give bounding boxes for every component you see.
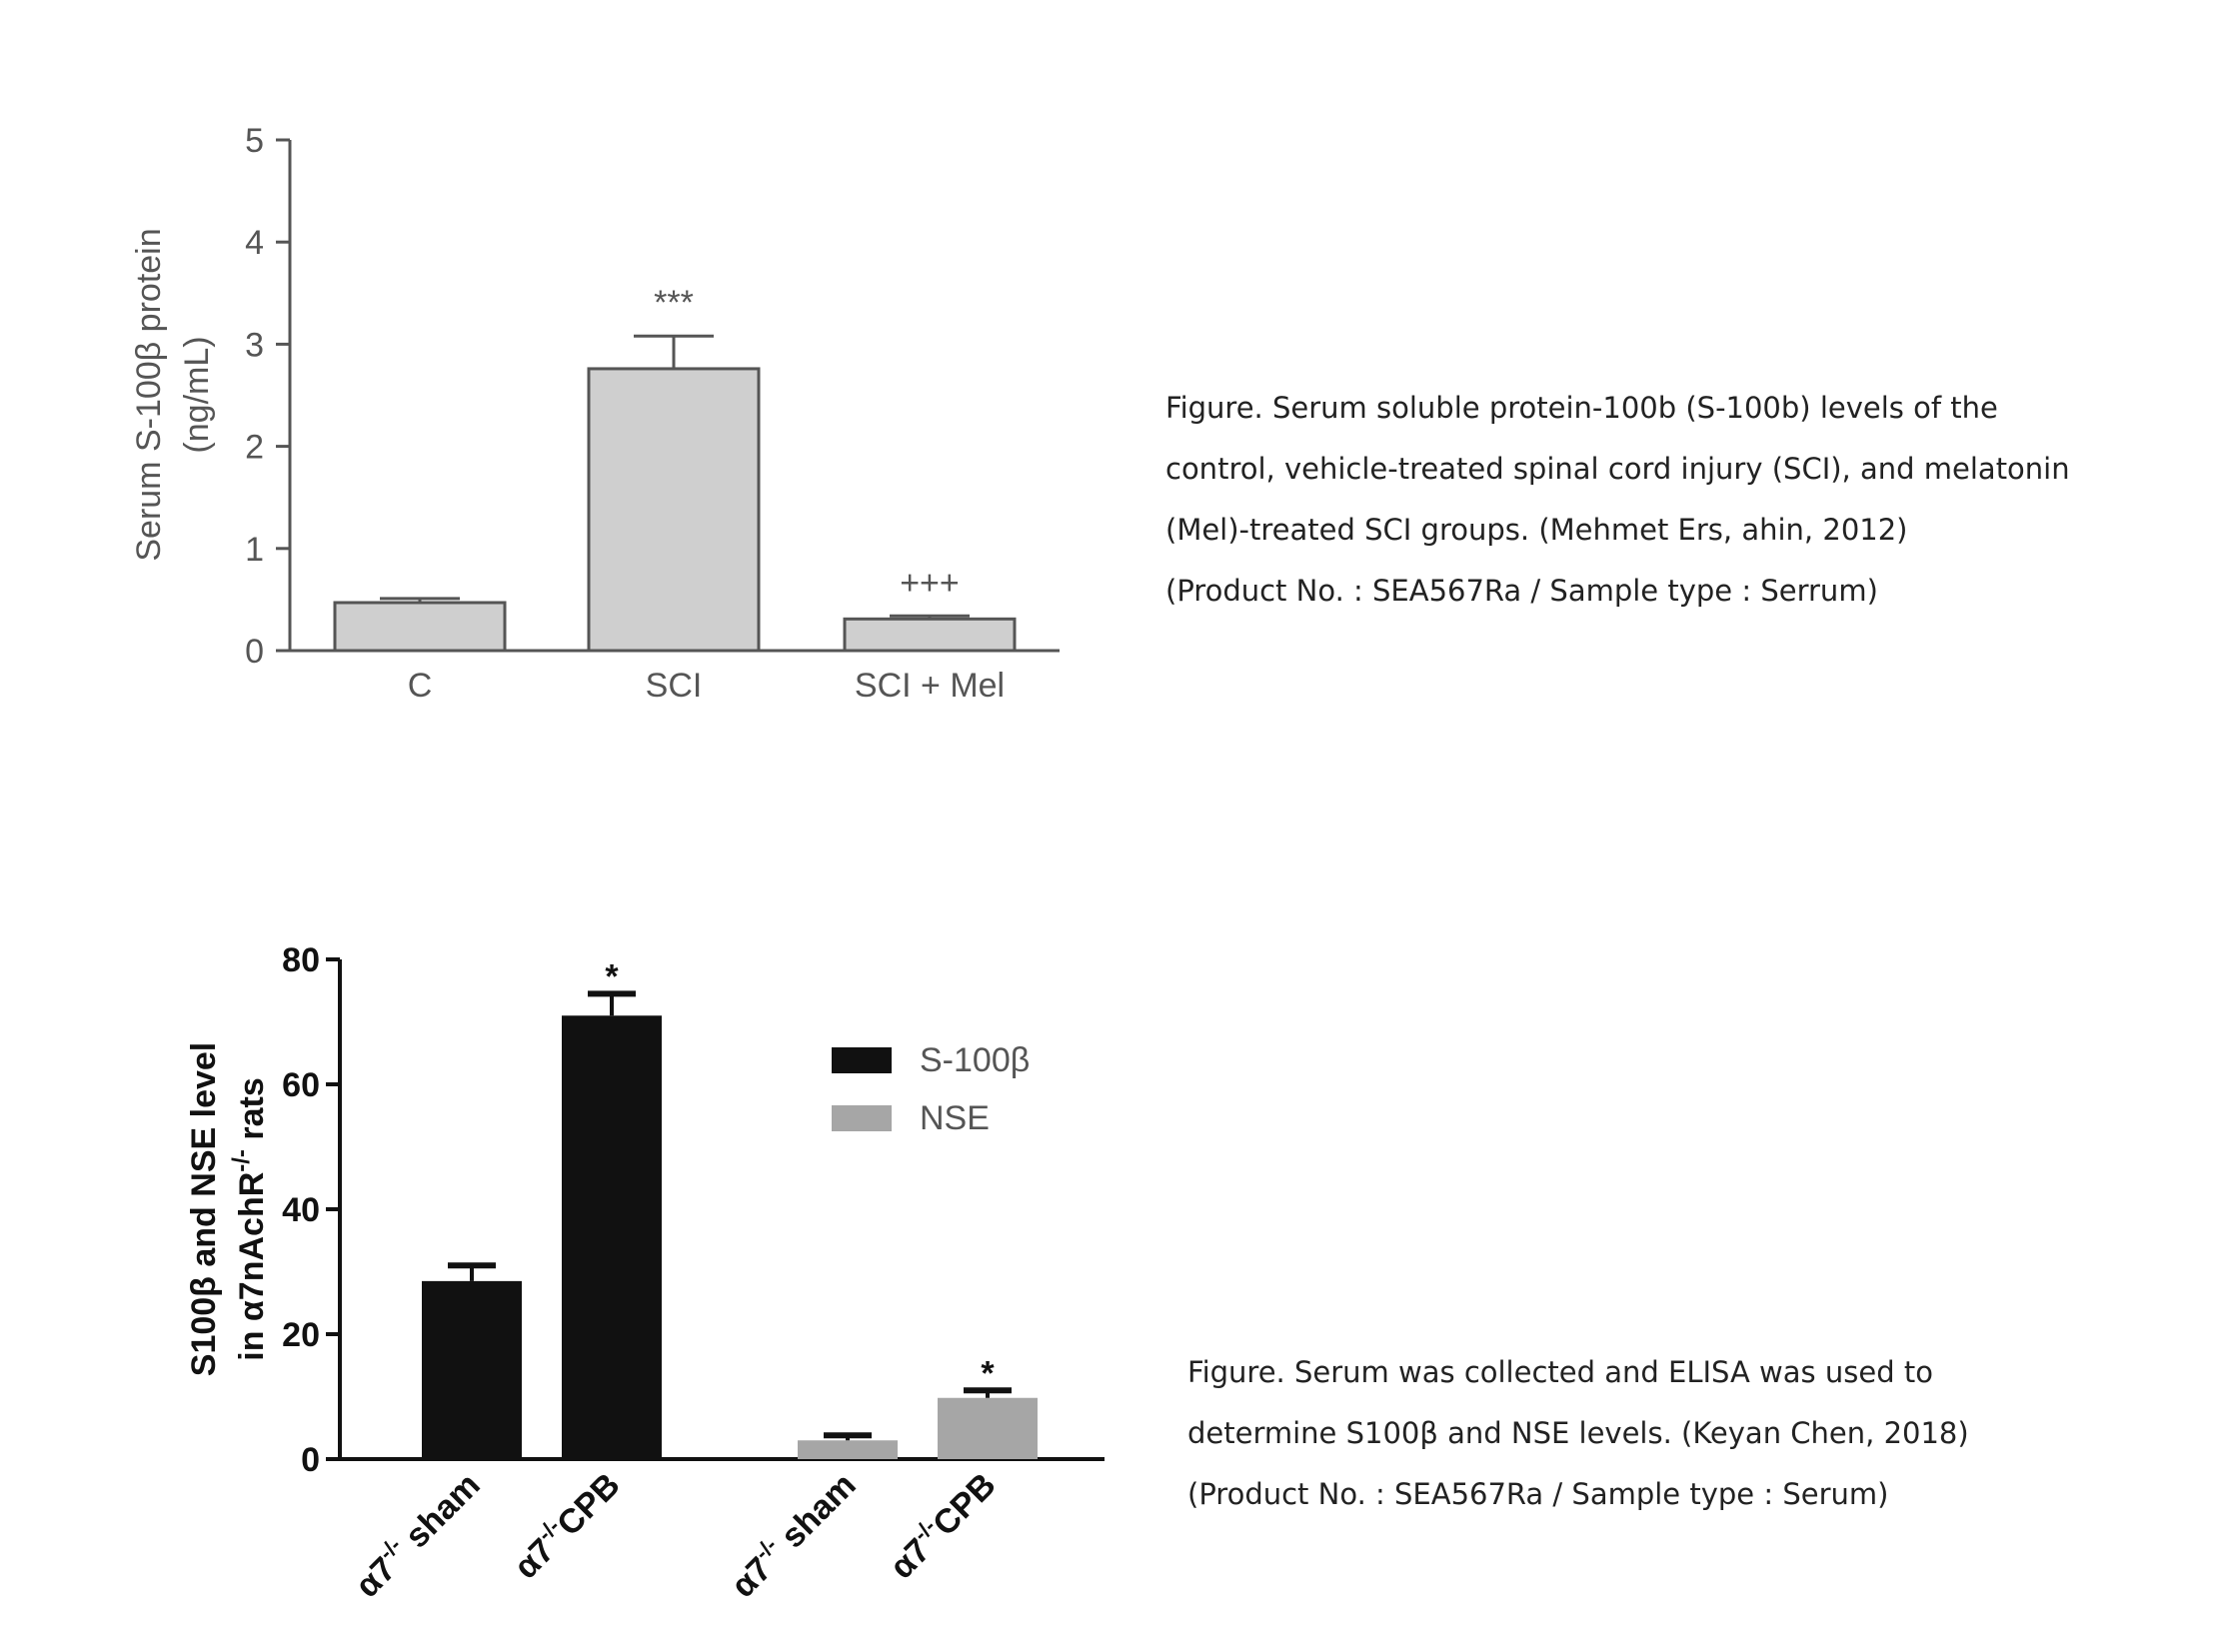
bar-1 — [422, 1280, 522, 1459]
y-tick-label: 1 — [245, 531, 264, 569]
y-axis-title-sup: -/- — [228, 1149, 255, 1172]
y-tick-label: 2 — [245, 429, 264, 467]
y-tick-label: 60 — [282, 1066, 320, 1104]
y-axis-title-line-2-end: rats — [233, 1077, 271, 1149]
significance-label: +++ — [900, 564, 960, 602]
chart-s100b-serum: 0 1 2 3 4 5 C *** SCI +++ SCI + Mel Serum S-100β pr… — [130, 122, 1060, 705]
caption-2-line-1: Figure. Serum was collected and ELISA wa… — [1187, 1355, 1933, 1389]
y-tick-label: 0 — [245, 633, 264, 671]
bar-3 — [798, 1440, 898, 1459]
y-axis-title-line-1: Serum S-100β protein — [130, 228, 168, 561]
x-tick-label: α7-/-CPB — [880, 1463, 1003, 1586]
caption-1-line-1: Figure. Serum soluble protein-100b (S-10… — [1165, 391, 1998, 425]
legend-swatch-1 — [832, 1047, 892, 1073]
legend-label-1: S-100β — [920, 1041, 1030, 1079]
legend-label-2: NSE — [920, 1099, 990, 1137]
significance-label: * — [605, 957, 619, 995]
chart2-legend: S-100β NSE — [832, 1041, 1030, 1137]
caption-1-line-3: (Mel)-treated SCI groups. (Mehmet Ers, a… — [1165, 513, 1908, 547]
chart1-labels: 0 1 2 3 4 5 C *** SCI +++ SCI + Mel Serum S-100β pr… — [130, 122, 1005, 705]
x-tick-label: C — [408, 667, 433, 705]
figure-caption-1: Figure. Serum soluble protein-100b (S-10… — [1165, 378, 2070, 622]
significance-label: *** — [654, 284, 694, 322]
y-axis-title: Serum S-100β protein (ng/mL) — [130, 228, 216, 561]
x-tick-label: α7-/- sham — [346, 1463, 488, 1605]
y-axis-title-line-2: in α7nAchR — [233, 1172, 271, 1361]
bar-2 — [587, 367, 761, 653]
y-tick-label: 3 — [245, 326, 264, 364]
significance-label: * — [981, 1354, 995, 1392]
y-axis-title-line-1: S100β and NSE level — [185, 1042, 223, 1376]
x-tick-label-rest: sham — [391, 1466, 487, 1562]
legend-swatch-2 — [832, 1105, 892, 1131]
y-axis-title: S100β and NSE level in α7nAchR-/- rats — [185, 1042, 271, 1376]
y-tick-label: 0 — [301, 1441, 320, 1479]
y-tick-label: 40 — [282, 1191, 320, 1229]
bar-3 — [843, 617, 1017, 653]
caption-1-line-4: (Product No. : SEA567Ra / Sample type : … — [1165, 574, 1878, 608]
chart2-bars — [422, 990, 1038, 1459]
x-tick-label: SCI + Mel — [855, 667, 1005, 705]
caption-1-line-2: control, vehicle-treated spinal cord inj… — [1165, 452, 2070, 486]
bar-4 — [938, 1397, 1038, 1459]
x-tick-label: SCI — [646, 667, 703, 705]
chart1-bars — [333, 334, 1017, 653]
figure-caption-2: Figure. Serum was collected and ELISA wa… — [1187, 1342, 1969, 1525]
y-tick-label: 20 — [282, 1316, 320, 1354]
bar-2 — [562, 1015, 662, 1459]
x-tick-label-rest: sham — [767, 1466, 863, 1562]
x-tick-label: α7-/- sham — [722, 1463, 864, 1605]
y-axis-title-line-2: (ng/mL) — [178, 336, 216, 453]
x-tick-label: α7-/-CPB — [504, 1463, 627, 1586]
caption-2-line-2: determine S100β and NSE levels. (Keyan C… — [1187, 1416, 1969, 1450]
y-tick-label: 4 — [245, 224, 264, 262]
bar-1 — [333, 601, 507, 653]
caption-2-line-3: (Product No. : SEA567Ra / Sample type : … — [1187, 1477, 1889, 1511]
y-tick-label: 5 — [245, 122, 264, 160]
y-tick-label: 80 — [282, 941, 320, 979]
